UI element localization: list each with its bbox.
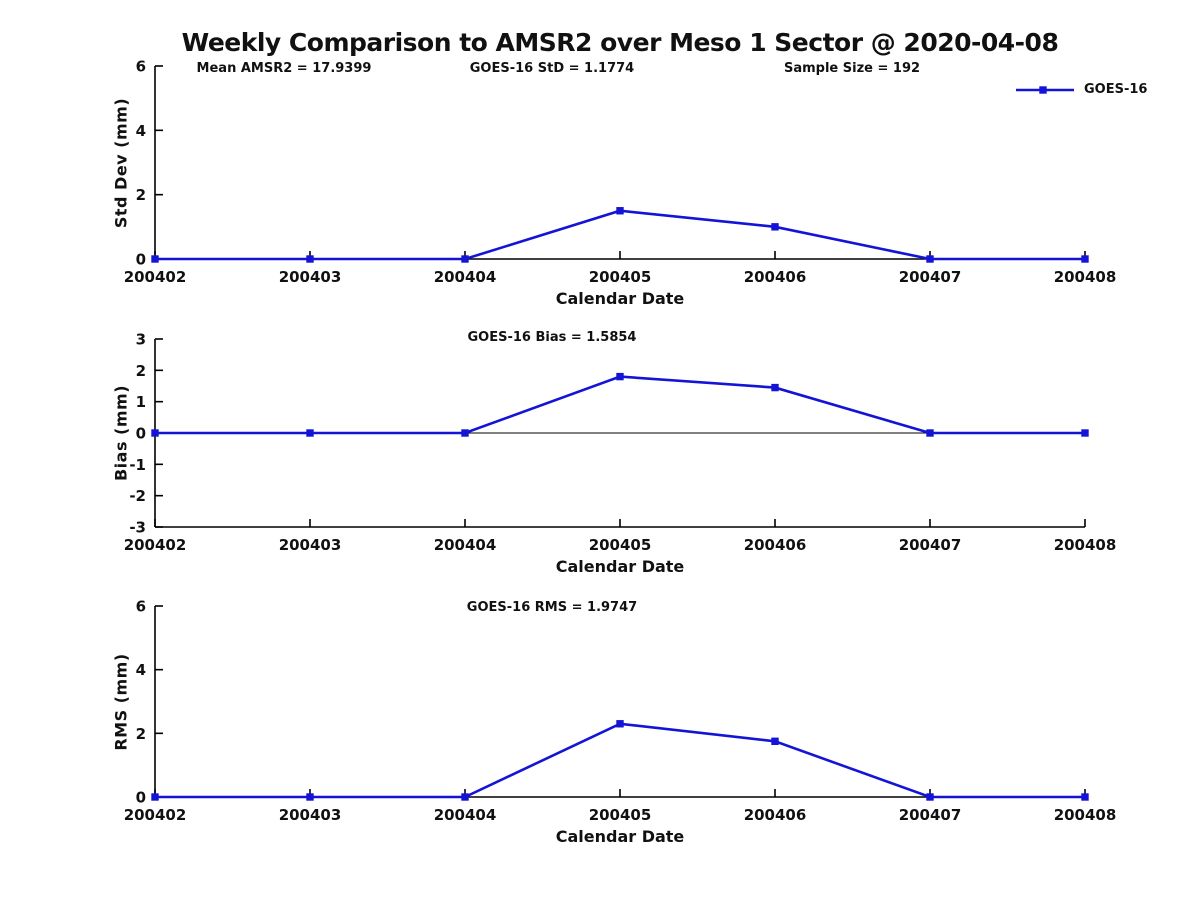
y-tick-label: 6: [136, 58, 146, 76]
x-tick-label: 200408: [1054, 806, 1117, 824]
x-tick-label: 200405: [589, 268, 652, 286]
data-point-marker: [926, 255, 934, 263]
legend: GOES-16: [1014, 82, 1147, 97]
data-point-marker: [926, 429, 934, 437]
x-tick-label: 200407: [899, 806, 962, 824]
data-line-bias: [155, 375, 1085, 435]
x-tick-label: 200403: [279, 806, 342, 824]
data-point-marker: [926, 793, 934, 801]
y-axis-label-rms: RMS (mm): [111, 653, 131, 751]
annotation-goes16-rms: GOES-16 RMS = 1.9747: [466, 600, 638, 615]
y-tick-label: 3: [136, 331, 146, 349]
x-tick-label: 200406: [744, 536, 807, 554]
x-tick-label: 200408: [1054, 536, 1117, 554]
x-tick-label: 200404: [434, 536, 497, 554]
data-point-marker: [306, 793, 314, 801]
y-axis-label-bias: Bias (mm): [111, 384, 131, 482]
data-point-marker: [151, 255, 159, 263]
chart-title: Weekly Comparison to AMSR2 over Meso 1 S…: [181, 28, 1059, 57]
data-point-marker: [616, 372, 624, 381]
x-tick-label: 200403: [279, 268, 342, 286]
y-tick-label: 4: [136, 122, 146, 140]
y-tick-label: -3: [129, 519, 146, 537]
x-axis-label-calendar-date-2: Calendar Date: [555, 557, 685, 576]
x-tick-label: 200406: [744, 268, 807, 286]
x-axis-label-calendar-date-1: Calendar Date: [555, 289, 685, 308]
y-tick-label: 1: [136, 393, 146, 411]
data-point-marker: [616, 720, 624, 728]
x-tick-label: 200402: [124, 536, 187, 554]
data-point-marker: [306, 429, 314, 437]
data-point-marker: [1081, 793, 1089, 801]
data-point-marker: [151, 793, 159, 801]
y-tick-label: 0: [136, 789, 146, 807]
annotation-goes16-bias: GOES-16 Bias = 1.5854: [467, 330, 637, 345]
legend-line-icon: [1016, 85, 1074, 94]
y-tick-label: 6: [136, 598, 146, 616]
y-tick-label: 4: [136, 661, 146, 679]
data-point-marker: [306, 255, 314, 263]
x-tick-label: 200406: [744, 806, 807, 824]
data-point-marker: [616, 207, 624, 215]
data-point-marker: [771, 737, 779, 745]
data-point-marker: [461, 255, 469, 263]
y-tick-label: -1: [129, 456, 146, 474]
y-axis-label-stddev: Std Dev (mm): [111, 97, 131, 229]
x-tick-label: 200407: [899, 268, 962, 286]
x-axis-label-calendar-date-3: Calendar Date: [555, 827, 685, 846]
y-tick-label: 0: [136, 251, 146, 269]
data-point-marker: [151, 429, 159, 437]
x-tick-label: 200405: [589, 806, 652, 824]
x-tick-label: 200407: [899, 536, 962, 554]
data-point-marker: [771, 223, 779, 231]
y-tick-label: -2: [129, 487, 146, 505]
y-tick-label: 2: [136, 362, 146, 380]
annotation-goes16-std: GOES-16 StD = 1.1774: [469, 61, 635, 76]
x-tick-label: 200402: [124, 806, 187, 824]
data-point-marker: [1081, 255, 1089, 263]
legend-label: GOES-16: [1084, 82, 1148, 97]
x-tick-label: 200408: [1054, 268, 1117, 286]
x-tick-label: 200404: [434, 268, 497, 286]
x-tick-label: 200402: [124, 268, 187, 286]
y-tick-label: 2: [136, 186, 146, 204]
data-point-marker: [461, 793, 469, 801]
data-point-marker: [461, 429, 469, 437]
x-tick-label: 200405: [589, 536, 652, 554]
data-point-marker: [1081, 429, 1089, 437]
annotation-mean-amsr2: Mean AMSR2 = 17.9399: [196, 61, 372, 76]
y-tick-label: 0: [136, 425, 146, 443]
data-point-marker: [771, 383, 779, 392]
data-line-rms: [155, 722, 1085, 799]
y-tick-label: 2: [136, 725, 146, 743]
x-tick-label: 200404: [434, 806, 497, 824]
annotation-sample-size: Sample Size = 192: [783, 61, 921, 76]
x-tick-label: 200403: [279, 536, 342, 554]
